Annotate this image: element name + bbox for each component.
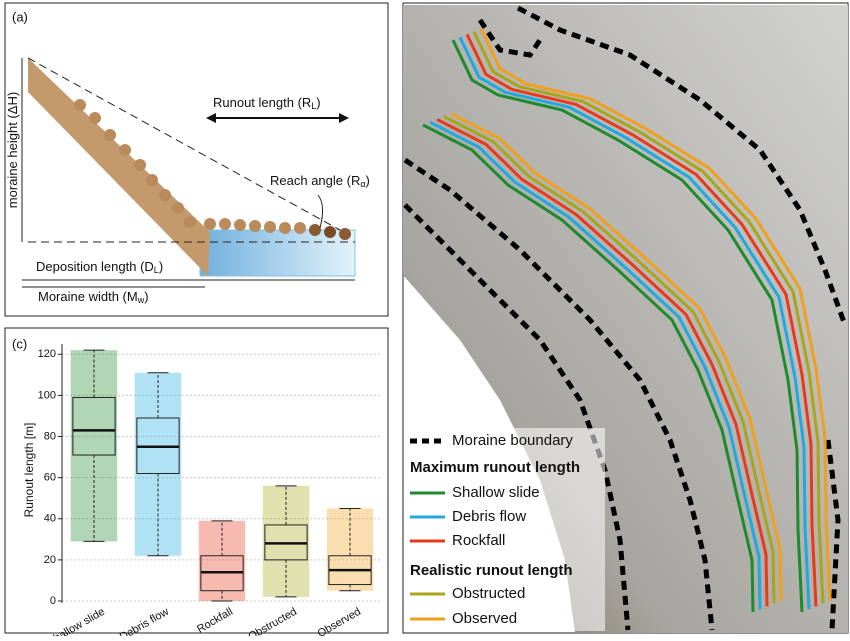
legend-bg bbox=[405, 428, 605, 631]
runout-line bbox=[429, 120, 762, 610]
panel-a: (a) Runout length (RL) Reach angle (Rα) … bbox=[4, 2, 389, 317]
legend-label: Rockfall bbox=[452, 532, 505, 549]
reach-label: Reach angle (Rα) bbox=[270, 173, 370, 189]
deposition-label: Deposition length (DL) bbox=[36, 259, 163, 275]
width-label: Moraine width (Mw) bbox=[38, 289, 149, 305]
label-part: ΔH bbox=[5, 96, 20, 114]
panel-c: (c) Runout length [m] 020406080100120Sha… bbox=[4, 327, 389, 641]
runout-line bbox=[422, 123, 755, 613]
height-label: moraine height (ΔH) bbox=[5, 92, 20, 208]
reach-line bbox=[27, 57, 341, 231]
label-part: Runout length (R bbox=[213, 95, 311, 110]
y-tick-label: 60 bbox=[44, 472, 56, 484]
legend-label: Shallow slide bbox=[452, 484, 540, 501]
y-tick-label: 40 bbox=[44, 513, 56, 525]
panel-tag: (a) bbox=[12, 9, 28, 24]
legend-heading: Realistic runout length bbox=[410, 562, 573, 579]
runout-line bbox=[436, 118, 769, 607]
label-part: Deposition length (D bbox=[36, 259, 154, 274]
y-tick-label: 20 bbox=[44, 554, 56, 566]
runout-line bbox=[479, 28, 832, 601]
runout-line bbox=[443, 115, 776, 604]
label-part: ) bbox=[366, 173, 370, 188]
label-part: ) bbox=[5, 92, 20, 96]
label-part: Moraine width (M bbox=[38, 289, 138, 304]
box bbox=[72, 396, 116, 456]
runout-line bbox=[451, 39, 804, 613]
y-axis-label: Runout length [m] bbox=[22, 423, 36, 518]
angle-pointer bbox=[317, 194, 324, 229]
label-part: ) bbox=[159, 259, 163, 274]
panel-tag: (c) bbox=[12, 336, 27, 351]
label-sub: w bbox=[137, 295, 145, 305]
label-part: Reach angle (R bbox=[270, 173, 360, 188]
legend-label: Obstructed bbox=[452, 585, 525, 602]
legend-label: Debris flow bbox=[452, 508, 526, 525]
legend-label: Moraine boundary bbox=[452, 432, 573, 449]
panel-b: Moraine boundary Maximum runout length Rea… bbox=[402, 2, 849, 634]
moraine-boundary bbox=[403, 5, 848, 631]
label-sub: α bbox=[360, 179, 365, 189]
y-tick-label: 100 bbox=[38, 389, 56, 401]
label-part: ) bbox=[144, 289, 148, 304]
label-sub: L bbox=[154, 265, 159, 275]
label-part: moraine height ( bbox=[5, 114, 20, 209]
moraine-slope bbox=[28, 58, 210, 276]
label-sub: L bbox=[311, 101, 316, 111]
panel-frame bbox=[4, 327, 389, 634]
runout-label: Runout length (RL) bbox=[213, 95, 321, 111]
y-tick-label: 80 bbox=[44, 430, 56, 442]
runout-line bbox=[450, 112, 783, 601]
y-tick-label: 120 bbox=[38, 348, 56, 360]
runout-line bbox=[472, 30, 825, 604]
legend-label: Observed bbox=[452, 610, 517, 627]
runout-line bbox=[465, 33, 818, 607]
legend-heading: Maximum runout length bbox=[410, 459, 580, 476]
debris bbox=[74, 99, 351, 240]
y-tick-label: 0 bbox=[50, 595, 56, 607]
label-part: ) bbox=[316, 95, 320, 110]
runout-line bbox=[458, 36, 811, 610]
